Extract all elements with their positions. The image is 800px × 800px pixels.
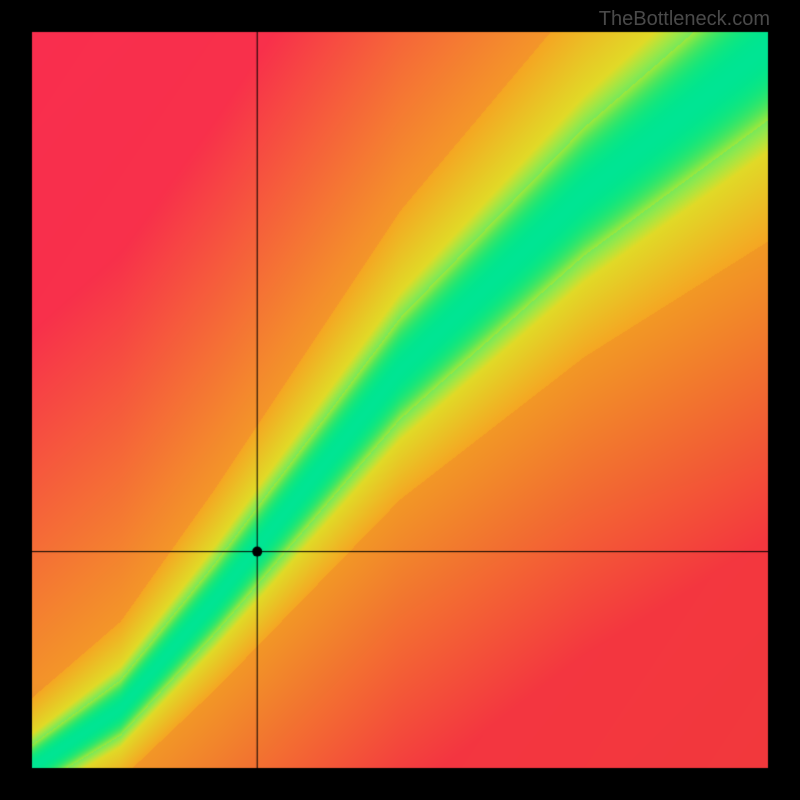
bottleneck-heatmap bbox=[0, 0, 800, 800]
watermark-text: TheBottleneck.com bbox=[599, 8, 770, 31]
